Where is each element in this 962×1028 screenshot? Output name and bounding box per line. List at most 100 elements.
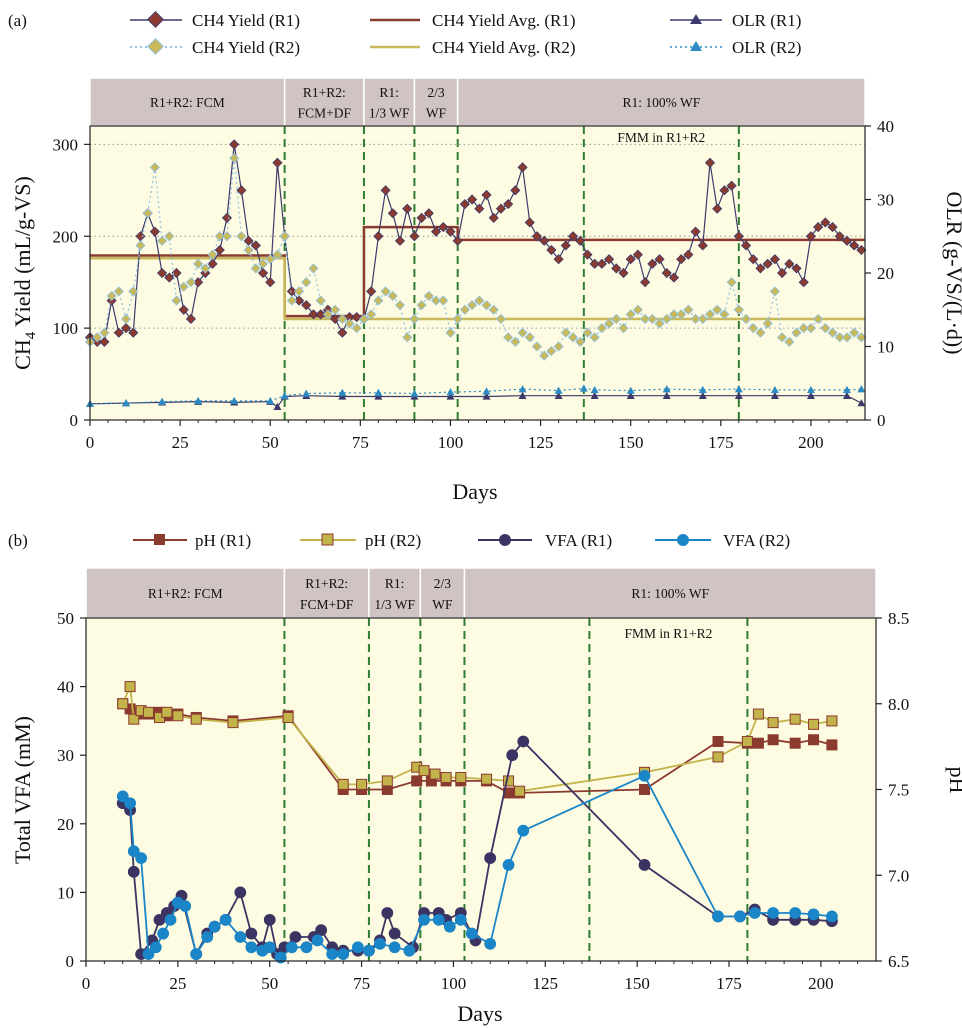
phase-label: FCM+DF	[298, 105, 352, 120]
ch4-r1-point	[849, 240, 860, 251]
vfa-r2-point	[374, 937, 386, 950]
vfa-r2-point	[789, 907, 802, 919]
ph-r2-point	[128, 713, 140, 725]
olr-r1-point	[590, 391, 599, 399]
y-right-tick-label: 40	[877, 117, 894, 136]
phase-bands-b: R1+R2: FCM R1+R2: FCM+DF R1: 1/3 WF 2/3 WF R1: …	[85, 567, 877, 619]
ph-r2-point	[161, 706, 173, 718]
ch4-r2-point	[820, 323, 831, 334]
y-right-tick-label: 7.5	[888, 781, 909, 800]
y-right-tick-label: 7.0	[888, 866, 909, 885]
ph-r1-point	[808, 734, 820, 746]
ch4-r2-point	[704, 309, 716, 320]
vfa-r2-point	[274, 951, 287, 964]
ch4-r1-point	[798, 277, 809, 288]
vfa-r2-point	[454, 913, 467, 926]
y-axis-title-right-b: pH	[945, 767, 962, 794]
phase-label: R1: 100% WF	[622, 95, 700, 110]
vfa-r2-point	[149, 941, 162, 954]
phase-label: R1:	[385, 576, 405, 591]
ch4-r1-point	[120, 323, 132, 334]
ph-r1-point	[752, 737, 764, 749]
ch4-r1-point	[805, 231, 816, 242]
vfa-r2-point	[484, 937, 497, 950]
x-tick-label: 25	[172, 433, 189, 452]
ch4-r1-point	[164, 272, 175, 283]
ch4-r1-point	[503, 199, 514, 210]
ch4-r2-point	[546, 346, 557, 357]
ph-r2-point	[117, 698, 129, 710]
olr-r1-point	[338, 392, 347, 400]
ch4-r1-point	[589, 258, 600, 269]
legend-label-ch4-r1: CH4 Yield (R1)	[192, 11, 300, 30]
ch4-r2-point	[481, 300, 492, 311]
ph-r2-point	[172, 710, 184, 722]
olr-r2-point	[446, 388, 455, 396]
ph-r2-point	[826, 715, 838, 727]
ch4-r2-point	[560, 327, 571, 338]
olr-r2-point	[230, 396, 239, 405]
ph-r1-point	[712, 735, 724, 747]
ph-r2-point	[190, 713, 202, 725]
ch4-r1-point	[676, 254, 687, 265]
ch4-r2-point	[344, 318, 355, 329]
vfa-r1-point	[484, 852, 497, 864]
olr-r1-point	[374, 392, 383, 400]
phase-label: R1+R2: FCM	[150, 95, 225, 110]
olr-r1-point	[554, 391, 563, 399]
ch4-r2-point	[510, 336, 521, 347]
vfa-r2-point	[285, 941, 298, 954]
ph-r2-point	[767, 717, 779, 729]
ch4-r2-point	[142, 208, 153, 219]
ch4-r2-point	[856, 332, 867, 343]
olr-r1-point	[273, 402, 282, 410]
vfa-r2-point	[403, 944, 416, 957]
y-right-tick-label: 10	[877, 338, 894, 357]
olr-r1-point	[857, 399, 866, 407]
ch4-r1-point	[214, 244, 225, 256]
ch4-r1-point	[733, 231, 744, 242]
legend-label-vfa-r2: VFA (R2)	[723, 531, 790, 550]
olr-r2-point	[158, 397, 167, 405]
ch4-r2-point	[423, 290, 434, 302]
ch4-r1-point	[265, 277, 276, 288]
annotation-fmm-a: FMM in R1+R2	[617, 130, 705, 145]
ch4-r1-point	[567, 231, 579, 242]
ch4-r2-point	[841, 332, 853, 343]
ch4-r1-point	[553, 254, 564, 265]
y-left-tick-label: 0	[70, 411, 79, 430]
ch4-r2-point	[625, 309, 636, 320]
y-right-tick-label: 6.5	[888, 952, 909, 971]
ch4-r1-point	[445, 226, 456, 237]
phase-label: R1+R2: FCM	[148, 586, 223, 601]
x-tick-label: 175	[716, 974, 742, 993]
legend-item-ch4-r2: CH4 Yield (R2)	[130, 38, 300, 57]
olr-r2-point	[518, 385, 527, 393]
ch4-r2-point	[755, 327, 766, 338]
vfa-r2-point	[142, 948, 155, 961]
panel-a-label: (a)	[8, 11, 27, 30]
olr-r2-point	[280, 391, 289, 399]
ch4-r1-point	[438, 221, 449, 233]
phase-label: WF	[432, 597, 453, 612]
y-left-tick-label: 100	[53, 319, 79, 338]
vfa-r2-point	[234, 931, 247, 943]
x-tick-label: 50	[262, 433, 279, 452]
ph-r1-point	[826, 739, 838, 751]
ph-r2-point	[808, 718, 820, 730]
ch4-r2-series	[84, 153, 867, 361]
phase-label: WF	[426, 105, 447, 120]
panel-b-label: (b)	[8, 531, 28, 550]
legend-label-ph-r1: pH (R1)	[195, 531, 251, 550]
ch4-r1-point	[755, 263, 766, 274]
olr-r2-point	[194, 396, 203, 405]
axes-a: 0 25 50 75 100 125 150 175 200 0 100 200 300 0 10 20 30 4…	[53, 117, 895, 452]
legend-item-ch4-r1: CH4 Yield (R1)	[130, 11, 300, 30]
ch4-r1-point	[632, 249, 643, 260]
ch4-r2-point	[575, 336, 586, 347]
vfa-r2-point	[712, 910, 724, 923]
ch4-r2-point	[798, 323, 809, 334]
x-tick-label: 125	[533, 974, 559, 993]
ch4-r1-point	[524, 217, 535, 228]
vfa-r1-point	[506, 749, 519, 762]
